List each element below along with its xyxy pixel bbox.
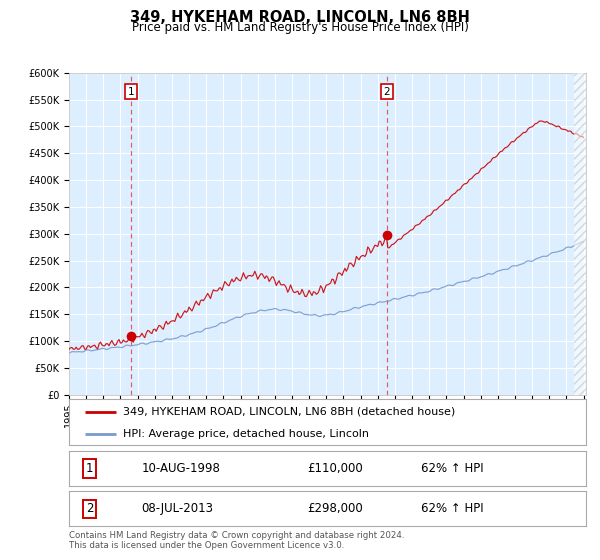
Text: 08-JUL-2013: 08-JUL-2013 (142, 502, 214, 515)
Text: HPI: Average price, detached house, Lincoln: HPI: Average price, detached house, Linc… (124, 429, 370, 438)
Text: 62% ↑ HPI: 62% ↑ HPI (421, 502, 484, 515)
Text: 349, HYKEHAM ROAD, LINCOLN, LN6 8BH: 349, HYKEHAM ROAD, LINCOLN, LN6 8BH (130, 10, 470, 25)
Text: £298,000: £298,000 (307, 502, 362, 515)
Text: 62% ↑ HPI: 62% ↑ HPI (421, 462, 484, 475)
Text: 1: 1 (86, 462, 94, 475)
Text: 2: 2 (86, 502, 94, 515)
Text: 1: 1 (128, 87, 134, 96)
Text: 2: 2 (383, 87, 390, 96)
Text: Contains HM Land Registry data © Crown copyright and database right 2024.
This d: Contains HM Land Registry data © Crown c… (69, 531, 404, 550)
Text: £110,000: £110,000 (307, 462, 362, 475)
Text: 349, HYKEHAM ROAD, LINCOLN, LN6 8BH (detached house): 349, HYKEHAM ROAD, LINCOLN, LN6 8BH (det… (124, 407, 455, 417)
Text: 10-AUG-1998: 10-AUG-1998 (142, 462, 220, 475)
Text: Price paid vs. HM Land Registry's House Price Index (HPI): Price paid vs. HM Land Registry's House … (131, 21, 469, 34)
